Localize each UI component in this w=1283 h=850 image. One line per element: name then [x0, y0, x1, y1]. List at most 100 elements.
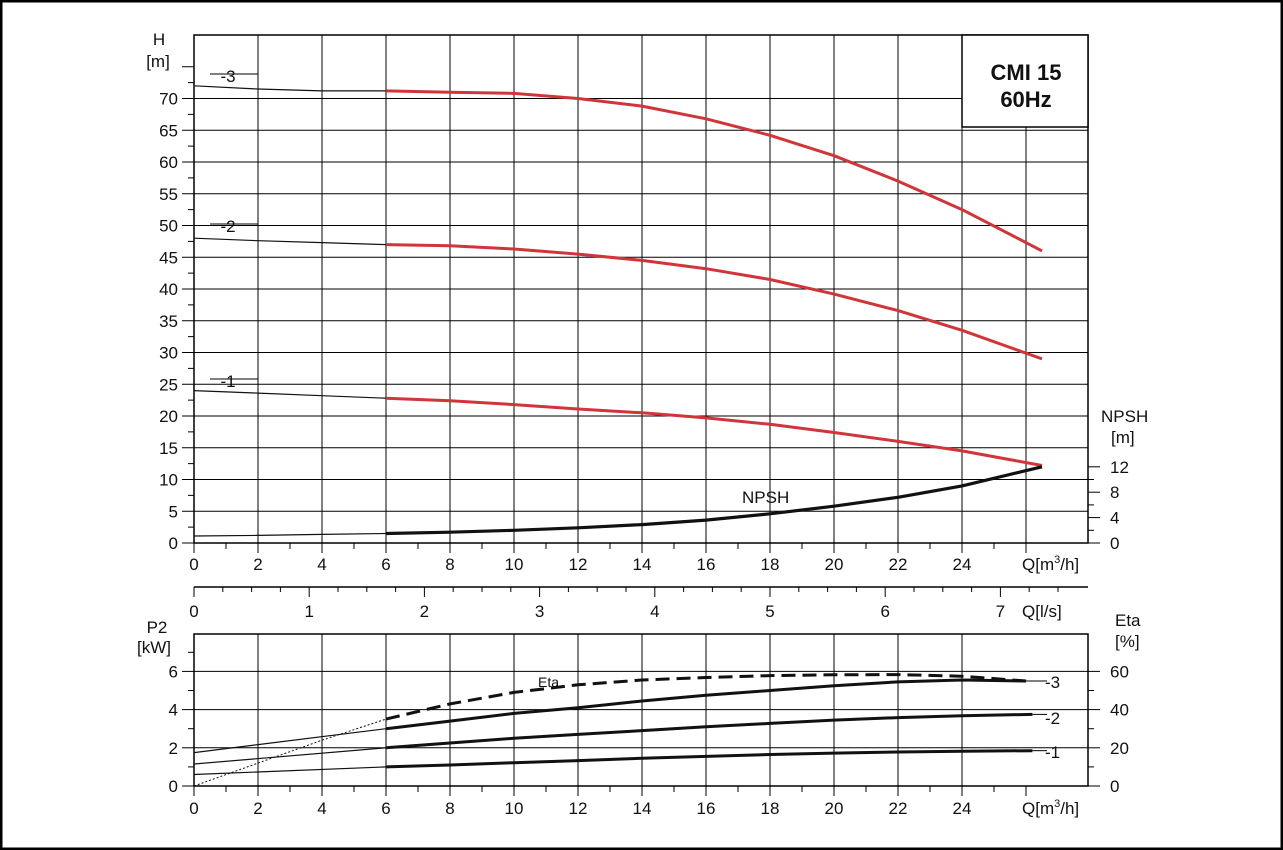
eta-tick-label: 0: [1110, 777, 1119, 796]
y-tick-label: 2: [169, 739, 178, 758]
x-tick-label: 24: [953, 799, 972, 818]
y-tick-label: 70: [159, 90, 178, 109]
y-axis-unit: [m]: [146, 52, 170, 71]
x-tick-label: 8: [445, 799, 454, 818]
y-tick-label: 0: [169, 534, 178, 553]
x-tick-label: 12: [569, 555, 588, 574]
y-tick-label: 25: [159, 375, 178, 394]
y-tick-label: 60: [159, 153, 178, 172]
y-tick-label: 50: [159, 217, 178, 236]
power-curve-n1: [385, 749, 1033, 769]
x-tick-label: 10: [505, 799, 524, 818]
npsh-axis-title: NPSH: [1101, 407, 1148, 426]
x-tick-label: 20: [825, 555, 844, 574]
eta-curve-label: Eta: [538, 674, 559, 690]
y-tick-label: 4: [169, 701, 178, 720]
npsh-axis-unit: [m]: [1111, 428, 1135, 447]
title-box-frame: [961, 34, 1089, 128]
npsh-tick-label: 4: [1110, 509, 1119, 528]
y-tick-label: 30: [159, 344, 178, 363]
y-tick-label: 35: [159, 312, 178, 331]
x-tick-label: 16: [697, 555, 716, 574]
x-tick-label: 4: [317, 555, 326, 574]
series-tag: -1: [1045, 743, 1060, 762]
y-tick-label: 15: [159, 439, 178, 458]
y-tick-label: 20: [159, 407, 178, 426]
power-curve-extension: [193, 766, 387, 776]
x-tick-label: 6: [381, 799, 390, 818]
npsh-tick-label: 8: [1110, 483, 1119, 502]
x-tick-label: 22: [889, 555, 908, 574]
power-curve-n2: [385, 712, 1033, 750]
x-tick-label: 10: [505, 555, 524, 574]
y-tick-label: 6: [169, 662, 178, 681]
y-tick-label: 40: [159, 280, 178, 299]
axis-tick-label: 2: [420, 602, 429, 621]
series-tag: -3: [220, 67, 235, 86]
axis-tick-label: 6: [880, 602, 889, 621]
axis-tick-label: 7: [996, 602, 1005, 621]
x-tick-label: 4: [317, 799, 326, 818]
power-curve-n3: [385, 678, 1027, 731]
x-tick-label: 14: [633, 799, 652, 818]
y-axis-title: H: [153, 30, 165, 49]
x-tick-label: 20: [825, 799, 844, 818]
axis-unit: Q[l/s]: [1022, 602, 1062, 621]
head-curve-extension: [193, 237, 387, 246]
x-axis-unit: Q[m3/h]: [1022, 798, 1079, 818]
npsh-tick-label: 0: [1110, 534, 1119, 553]
x-tick-label: 0: [189, 799, 198, 818]
title-line-1: CMI 15: [991, 60, 1062, 85]
eta-axis-unit: [%]: [1115, 632, 1140, 651]
x-tick-label: 2: [253, 555, 262, 574]
power-curve-extension: [193, 728, 387, 754]
axis-tick-label: 5: [765, 602, 774, 621]
y-tick-label: 5: [169, 502, 178, 521]
axis-tick-label: 0: [189, 602, 198, 621]
title-line-2: 60Hz: [1000, 87, 1051, 112]
eta-tick-label: 20: [1110, 739, 1129, 758]
npsh-tick-label: 12: [1110, 458, 1129, 477]
head-curve-extension: [193, 390, 387, 399]
y-tick-label: 45: [159, 248, 178, 267]
eta-tick-label: 40: [1110, 701, 1129, 720]
y-tick-label: 10: [159, 471, 178, 490]
axis-tick-label: 4: [650, 602, 659, 621]
x-tick-label: 24: [953, 555, 972, 574]
x-tick-label: 18: [761, 799, 780, 818]
x-tick-label: 8: [445, 555, 454, 574]
axis-tick-label: 3: [535, 602, 544, 621]
x-axis-unit: Q[m3/h]: [1022, 554, 1079, 574]
series-tag: -2: [220, 217, 235, 236]
x-tick-label: 18: [761, 555, 780, 574]
power-curve-extension: [193, 747, 387, 765]
y-axis-unit: [kW]: [137, 638, 171, 657]
npsh-curve-label: NPSH: [742, 488, 789, 507]
flow-litres-axis: 0 1 2 3 4 5 6 7 Q[l/s]: [189, 586, 1088, 621]
eta-axis-title: Eta: [1115, 611, 1141, 630]
x-tick-label: 6: [381, 555, 390, 574]
x-tick-label: 2: [253, 799, 262, 818]
head-curve-n3: [385, 89, 1043, 253]
eta-tick-label: 60: [1110, 662, 1129, 681]
head-curve-n1: [385, 396, 1043, 467]
eta-curve-extension: [193, 718, 387, 787]
x-tick-label: 16: [697, 799, 716, 818]
axis-tick-label: 1: [304, 602, 313, 621]
x-tick-label: 12: [569, 799, 588, 818]
head-curve-extension: [193, 85, 386, 92]
head-curve-n2: [385, 243, 1043, 361]
y-tick-label: 65: [159, 121, 178, 140]
y-tick-label: 0: [169, 777, 178, 796]
x-tick-label: 22: [889, 799, 908, 818]
series-tag: -2: [1045, 709, 1060, 728]
series-tag: -1: [220, 372, 235, 391]
npsh-curve: [385, 465, 1043, 536]
eta-curve: [385, 673, 1027, 721]
x-tick-label: 14: [633, 555, 652, 574]
y-tick-label: 55: [159, 185, 178, 204]
npsh-curve-extension: [193, 532, 387, 537]
